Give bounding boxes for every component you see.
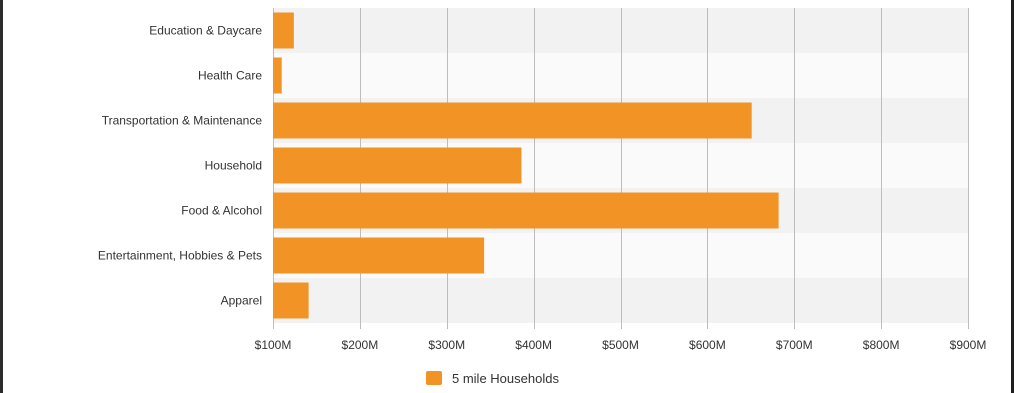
x-tick-label: $600M	[689, 338, 726, 352]
bar[interactable]	[273, 102, 752, 139]
legend-swatch	[426, 371, 442, 385]
x-tick-labels: $100M $200M $300M $400M $500M $600M $700M $800M…	[255, 338, 987, 352]
x-tick-label: $900M	[950, 338, 987, 352]
category-label: Entertainment, Hobbies & Pets	[98, 249, 262, 263]
bar[interactable]	[273, 282, 309, 319]
category-label: Household	[205, 159, 262, 173]
window-edge-right	[1011, 0, 1014, 393]
x-tick-label: $100M	[255, 338, 292, 352]
x-tick-label: $800M	[863, 338, 900, 352]
bar[interactable]	[273, 57, 282, 94]
category-label: Apparel	[221, 294, 262, 308]
x-tick-label: $200M	[342, 338, 379, 352]
x-tick-label: $700M	[776, 338, 813, 352]
row-band	[273, 278, 968, 323]
row-band	[273, 53, 968, 98]
category-label: Health Care	[198, 69, 262, 83]
bar[interactable]	[273, 12, 294, 49]
x-tick-label: $500M	[602, 338, 639, 352]
category-label: Education & Daycare	[149, 24, 262, 38]
x-tick-label: $400M	[515, 338, 552, 352]
bar[interactable]	[273, 147, 522, 184]
bars	[273, 12, 779, 319]
row-band	[273, 8, 968, 53]
category-label: Food & Alcohol	[181, 204, 262, 218]
category-label: Transportation & Maintenance	[102, 114, 263, 128]
bar[interactable]	[273, 237, 485, 274]
legend[interactable]: 5 mile Households	[426, 368, 559, 388]
bar[interactable]	[273, 192, 779, 229]
x-tick-label: $300M	[428, 338, 465, 352]
window-edge-left	[0, 0, 3, 393]
category-labels: Education & Daycare Health Care Transporta…	[98, 24, 262, 308]
legend-label: 5 mile Households	[452, 370, 559, 386]
